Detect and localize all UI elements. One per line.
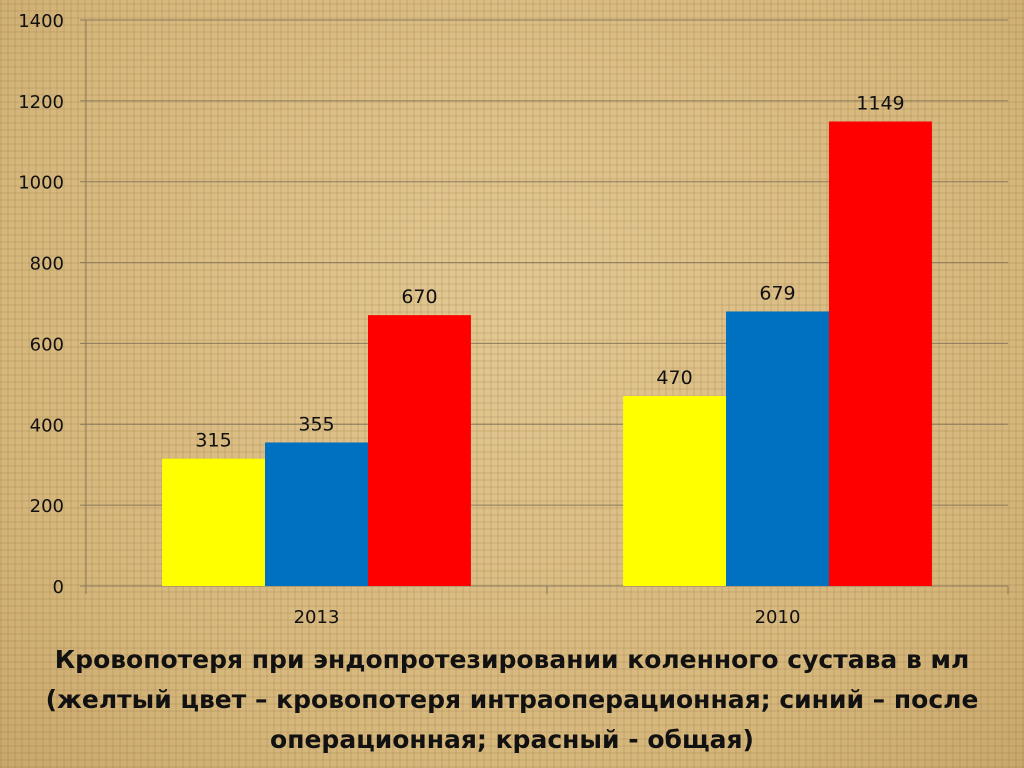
y-tick-label: 0 [53, 577, 64, 598]
y-tick-label: 200 [30, 496, 64, 517]
bars [162, 121, 932, 587]
y-tick-label: 1200 [18, 92, 64, 113]
bar [828, 121, 932, 587]
bar [623, 395, 727, 586]
chart-caption: Кровопотеря при эндопротезировании колен… [0, 640, 1024, 760]
y-tick-label: 600 [30, 334, 64, 355]
bar [367, 315, 471, 586]
caption-line-2: (желтый цвет – кровопотеря интраоперацио… [45, 685, 979, 714]
bar-chart: 0 200 400 600 800 1000 1200 1400 315 355 670 2013 47… [18, 11, 1009, 628]
labels: 0 200 400 600 800 1000 1200 1400 315 355 670 2013 47… [18, 11, 904, 628]
caption-line-3: операционная; красный - общая) [270, 725, 754, 754]
data-label: 679 [759, 282, 795, 304]
x-tick-label: 2013 [294, 607, 340, 628]
x-tick-label: 2010 [755, 607, 801, 628]
data-label: 470 [656, 367, 692, 389]
data-label: 670 [401, 286, 437, 308]
y-tick-label: 800 [30, 254, 64, 275]
y-tick-label: 1400 [18, 11, 64, 32]
data-label: 1149 [856, 92, 904, 114]
bar [265, 442, 368, 586]
data-label: 355 [298, 413, 334, 435]
data-label: 315 [195, 430, 231, 452]
y-tick-label: 400 [30, 415, 64, 436]
bar [162, 458, 266, 586]
bar [726, 311, 829, 586]
caption-line-1: Кровопотеря при эндопротезировании колен… [54, 645, 970, 674]
gridlines [86, 19, 1008, 506]
y-tick-label: 1000 [18, 173, 64, 194]
